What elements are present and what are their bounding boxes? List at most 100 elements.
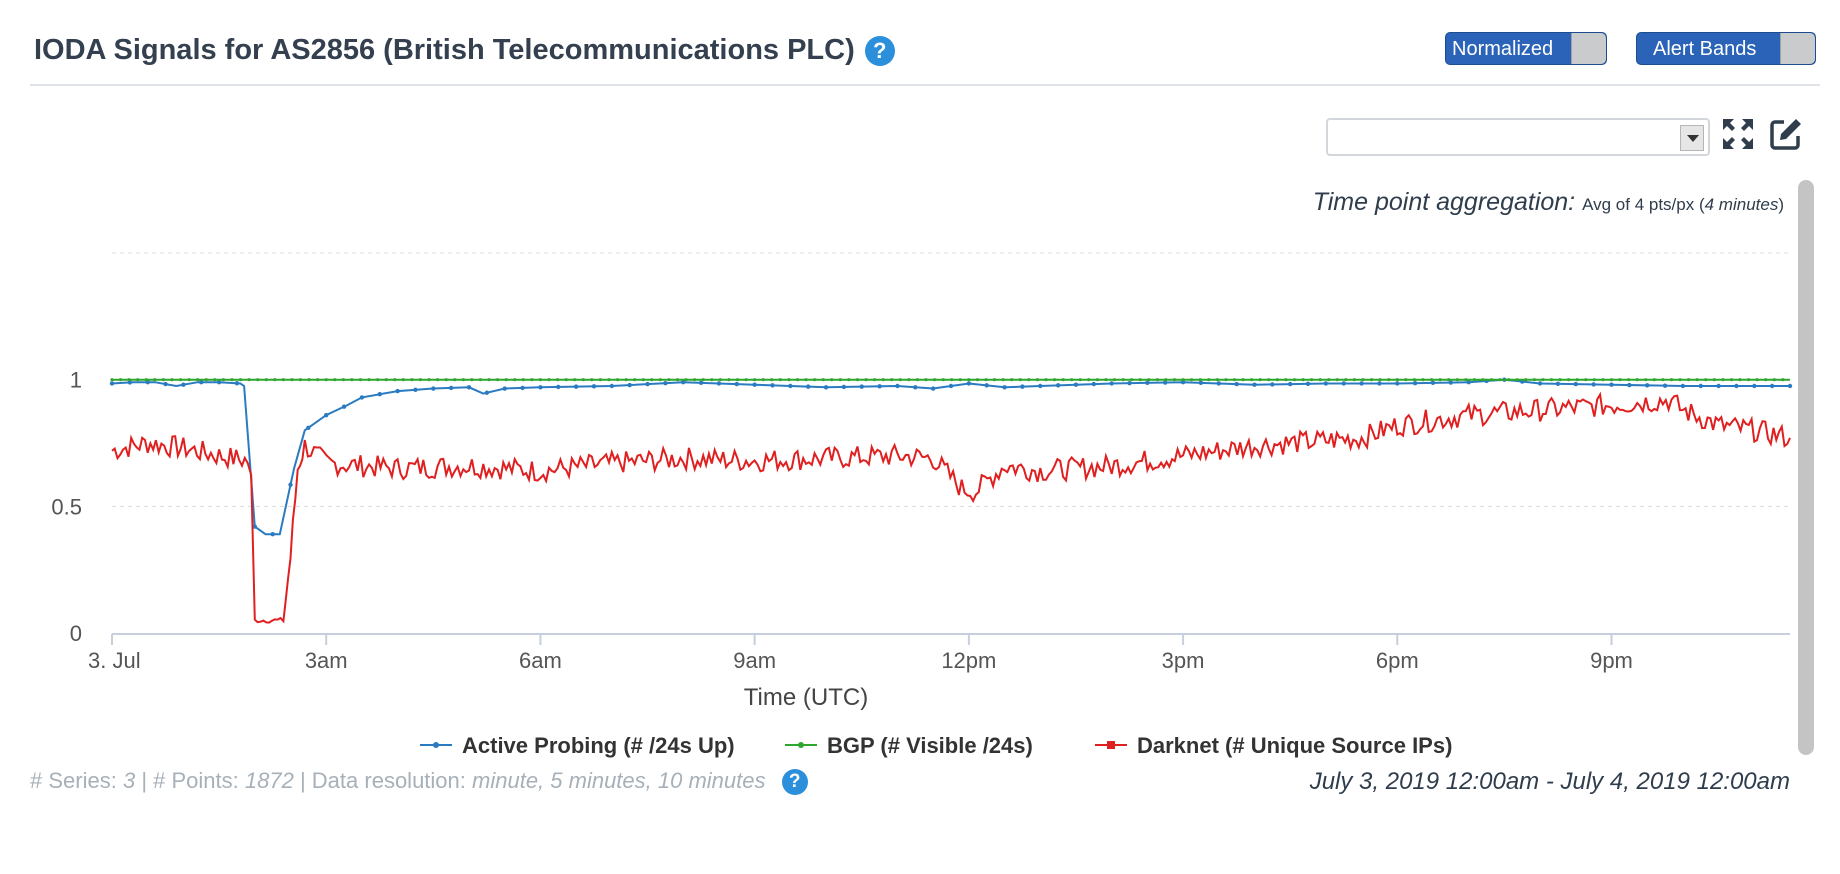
data-point-active (1716, 383, 1721, 389)
data-point-bgp (1035, 378, 1039, 382)
data-point-active (431, 386, 436, 391)
x-tick-label: 12pm (941, 648, 996, 673)
data-point-bgp (461, 378, 465, 382)
data-point-active (377, 392, 382, 397)
data-point-active (484, 390, 490, 395)
data-point-bgp (1155, 378, 1159, 382)
page-title-text: IODA Signals for AS2856 (British Telecom… (34, 34, 855, 66)
data-point-bgp (1198, 378, 1202, 382)
data-point-bgp (1130, 378, 1134, 382)
data-point-active (1769, 383, 1775, 389)
data-point-active (1787, 383, 1793, 389)
data-point-bgp (727, 378, 731, 382)
data-point-active (805, 384, 811, 389)
aggregation-value-suffix: ) (1778, 195, 1784, 214)
data-point-active (770, 383, 775, 388)
data-point-active (859, 384, 864, 389)
data-point-bgp (444, 378, 448, 382)
data-point-bgp (298, 378, 303, 382)
normalized-toggle-label: Normalized (1452, 38, 1554, 60)
data-point-active (216, 380, 222, 385)
data-point-bgp (530, 378, 534, 382)
help-icon[interactable]: ? (864, 36, 895, 67)
signal-select[interactable] (1326, 118, 1710, 156)
data-point-bgp (787, 378, 791, 382)
data-point-bgp (1309, 378, 1314, 382)
data-point-bgp (1669, 378, 1674, 382)
data-point-bgp (1567, 378, 1571, 382)
help-icon[interactable]: ? (781, 769, 808, 796)
scrollbar[interactable] (1798, 180, 1814, 755)
data-point-bgp (984, 378, 988, 382)
data-point-bgp (838, 378, 842, 382)
data-point-active (1412, 380, 1418, 386)
data-point-active (841, 384, 847, 390)
edit-icon[interactable] (1768, 116, 1804, 152)
data-point-active (1020, 384, 1025, 389)
data-point-bgp (718, 378, 722, 382)
data-point-active (1180, 380, 1186, 385)
data-point-bgp (178, 378, 183, 382)
data-point-bgp (1558, 378, 1562, 382)
data-point-bgp (478, 378, 483, 382)
data-point-bgp (684, 378, 688, 382)
data-point-bgp (1070, 378, 1074, 382)
data-point-bgp (761, 378, 765, 382)
data-point-active (663, 380, 668, 386)
data-point-bgp (127, 378, 131, 382)
data-point-bgp (1746, 378, 1751, 382)
data-point-bgp (872, 378, 877, 382)
data-point-active (1573, 381, 1578, 387)
data-point-bgp (1301, 378, 1305, 382)
data-point-bgp (1695, 378, 1699, 382)
data-point-bgp (915, 378, 920, 382)
data-point-bgp (1224, 378, 1228, 382)
alert-bands-toggle[interactable]: Alert Bands (1636, 32, 1816, 65)
data-point-bgp (1678, 378, 1682, 382)
legend-item-label: BGP (# Visible /24s) (827, 733, 1033, 758)
data-point-bgp (290, 378, 294, 382)
data-point-bgp (795, 378, 800, 382)
data-point-bgp (804, 378, 808, 382)
data-point-active (538, 385, 543, 390)
data-point-bgp (470, 378, 474, 382)
data-point-bgp (1447, 378, 1451, 382)
expand-icon[interactable] (1720, 116, 1756, 152)
aggregation-value: Avg of 4 pts/px (4 minutes) (1582, 195, 1784, 214)
data-point-bgp (341, 378, 345, 382)
data-point-bgp (1687, 378, 1691, 382)
data-point-active (1591, 382, 1596, 387)
data-point-bgp (264, 378, 268, 382)
data-point-bgp (1250, 378, 1254, 382)
data-point-bgp (247, 378, 251, 382)
data-point-bgp (1507, 378, 1511, 382)
data-point-active (1555, 381, 1561, 386)
data-point-active (698, 380, 704, 386)
data-point-active (1002, 385, 1007, 390)
data-point-bgp (1421, 378, 1425, 382)
data-point-bgp (324, 378, 328, 382)
alert-bands-toggle-label: Alert Bands (1653, 38, 1757, 60)
data-point-bgp (1575, 378, 1579, 382)
normalized-toggle[interactable]: Normalized (1445, 32, 1607, 65)
data-point-active (234, 381, 240, 386)
data-point-bgp (1541, 378, 1545, 382)
data-point-bgp (641, 378, 645, 382)
data-point-active (252, 524, 258, 529)
data-point-active (1430, 380, 1436, 386)
data-point-bgp (1464, 378, 1468, 382)
data-point-active (181, 382, 186, 387)
data-point-active (1091, 381, 1097, 387)
legend-marker (1107, 741, 1115, 749)
data-point-bgp (753, 378, 757, 382)
data-point-active (1216, 381, 1221, 386)
data-point-bgp (118, 378, 123, 382)
data-point-active (1395, 381, 1400, 386)
data-point-bgp (350, 378, 354, 382)
data-point-bgp (1361, 378, 1365, 382)
data-point-bgp (975, 378, 980, 382)
data-point-bgp (830, 378, 834, 382)
series-count: 3 (122, 768, 136, 793)
data-point-bgp (847, 378, 851, 382)
y-tick-label: 0.5 (51, 494, 82, 519)
